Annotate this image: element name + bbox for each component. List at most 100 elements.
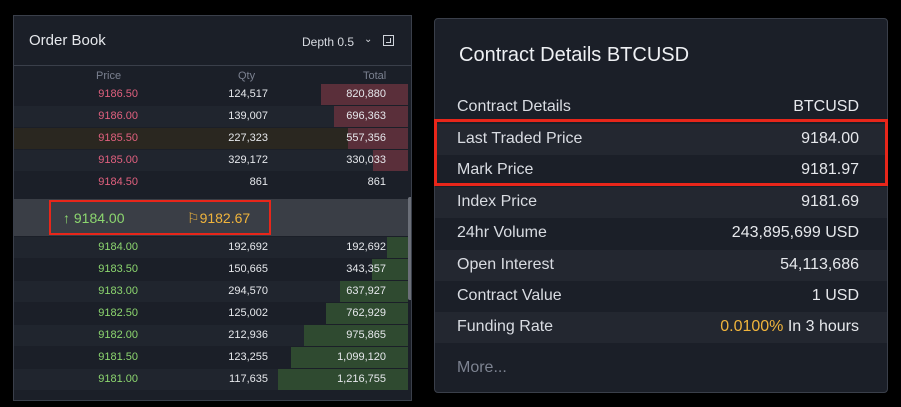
- bid-qty: 212,936: [228, 329, 268, 341]
- highlight-box: [434, 119, 888, 186]
- bid-total: 343,357: [346, 263, 386, 275]
- ask-depth-bar: [321, 84, 408, 105]
- bid-price: 9184.00: [98, 241, 138, 253]
- bid-total: 192,692: [346, 241, 386, 253]
- funding-rate-value: 0.0100%: [720, 318, 784, 335]
- detail-value: 9181.69: [801, 193, 859, 210]
- ask-qty: 227,323: [228, 132, 268, 144]
- bid-depth-bar: [304, 325, 408, 346]
- detail-value: 243,895,699 USD: [731, 224, 859, 241]
- bid-qty: 123,255: [228, 351, 268, 363]
- ask-qty: 861: [249, 176, 268, 188]
- detail-value: 9184.00: [801, 130, 859, 147]
- bid-price: 9182.00: [98, 329, 138, 341]
- detail-label: Open Interest: [457, 256, 554, 273]
- detail-row-mark-price: Mark Price 9181.97: [435, 155, 887, 186]
- bid-row[interactable]: 9182.50 125,002 762,929: [14, 303, 408, 324]
- detail-label: Mark Price: [457, 161, 534, 178]
- expand-icon[interactable]: [383, 35, 394, 46]
- ask-price: 9186.00: [98, 110, 138, 122]
- order-book-title: Order Book: [29, 32, 106, 49]
- ask-price: 9185.00: [98, 154, 138, 166]
- ask-total: 330,033: [346, 154, 386, 166]
- price-column-header: Price: [96, 70, 122, 82]
- total-column-header: Total: [363, 70, 387, 82]
- bid-total: 637,927: [346, 285, 386, 297]
- qty-column-header: Qty: [238, 70, 256, 82]
- ask-row[interactable]: 9186.00 139,007 696,363: [14, 106, 408, 127]
- bid-depth-bar: [326, 303, 408, 324]
- order-book-panel: Order Book Depth 0.5 ⌄ Price Qty Total 9…: [13, 15, 412, 401]
- ask-total: 557,356: [346, 132, 386, 144]
- bid-total: 762,929: [346, 307, 386, 319]
- ask-row[interactable]: 9185.00 329,172 330,033: [14, 150, 408, 171]
- bid-qty: 294,570: [228, 285, 268, 297]
- ask-price: 9186.50: [98, 88, 138, 100]
- bid-row[interactable]: 9182.00 212,936 975,865: [14, 325, 408, 346]
- bid-price: 9181.00: [98, 373, 138, 385]
- highlight-box: ↑ 9184.00 ⚐9182.67: [49, 200, 271, 235]
- ask-total: 696,363: [346, 110, 386, 122]
- mark-price: ⚐9182.67: [187, 210, 251, 226]
- ask-depth-bar: [373, 150, 408, 171]
- detail-row-contract-value: Contract Value 1 USD: [435, 281, 887, 312]
- bid-row[interactable]: 9183.00 294,570 637,927: [14, 281, 408, 302]
- bid-row[interactable]: 9181.50 123,255 1,099,120: [14, 347, 408, 368]
- contract-details-panel: Contract Details BTCUSD Contract Details…: [434, 18, 888, 393]
- detail-label: Contract Details: [457, 98, 571, 115]
- scrollbar-thumb[interactable]: [408, 197, 411, 300]
- scrollbar[interactable]: [408, 67, 411, 400]
- bid-row[interactable]: 9183.50 150,665 343,357: [14, 259, 408, 280]
- ask-price: 9185.50: [98, 132, 138, 144]
- detail-value: BTCUSD: [793, 98, 859, 115]
- detail-label: Funding Rate: [457, 318, 554, 335]
- ask-qty: 139,007: [228, 110, 268, 122]
- bid-depth-bar: [340, 281, 408, 302]
- bid-price: 9181.50: [98, 351, 138, 363]
- flag-icon: ⚐: [187, 210, 200, 226]
- bid-price: 9183.00: [98, 285, 138, 297]
- detail-row-open-interest: Open Interest 54,113,686: [435, 250, 887, 281]
- bid-total: 975,865: [346, 329, 386, 341]
- bid-depth-bar: [372, 259, 408, 280]
- bid-qty: 117,635: [229, 373, 268, 385]
- ask-total: 861: [367, 176, 386, 188]
- ask-row[interactable]: 9185.50 227,323 557,356: [14, 128, 408, 149]
- bid-row[interactable]: 9184.00 192,692 192,692: [14, 237, 408, 258]
- ask-row[interactable]: 9184.50 861 861: [14, 172, 408, 193]
- depth-selector[interactable]: Depth 0.5: [302, 35, 355, 49]
- last-price: ↑ 9184.00: [63, 210, 125, 226]
- bid-price: 9182.50: [98, 307, 138, 319]
- bid-qty: 150,665: [228, 263, 268, 275]
- chevron-down-icon[interactable]: ⌄: [364, 34, 373, 45]
- funding-time: In 3 hours: [783, 318, 859, 335]
- detail-value: 1 USD: [811, 287, 859, 304]
- more-link[interactable]: More...: [457, 359, 507, 376]
- bid-total: 1,216,755: [337, 373, 386, 385]
- spread-row: ↑ 9184.00 ⚐9182.67: [14, 199, 408, 236]
- bid-qty: 125,002: [228, 307, 268, 319]
- detail-value: 9181.97: [801, 161, 859, 178]
- arrow-up-icon: ↑: [63, 210, 70, 226]
- detail-label: Contract Value: [457, 287, 562, 304]
- bid-depth-bar: [291, 347, 408, 368]
- ask-total: 820,880: [346, 88, 386, 100]
- bid-depth-bar: [278, 369, 408, 390]
- detail-label: 24hr Volume: [457, 224, 547, 241]
- bid-depth-bar: [387, 237, 408, 258]
- ask-price: 9184.50: [98, 176, 138, 188]
- ask-qty: 329,172: [228, 154, 268, 166]
- detail-value: 0.0100% In 3 hours: [720, 318, 859, 336]
- bid-row[interactable]: 9181.00 117,635 1,216,755: [14, 369, 408, 390]
- detail-label: Last Traded Price: [457, 130, 583, 147]
- ask-depth-bar: [348, 128, 408, 149]
- contract-details-title: Contract Details BTCUSD: [459, 44, 690, 66]
- ask-depth-bar: [334, 106, 408, 127]
- bid-qty: 192,692: [228, 241, 268, 253]
- ask-row[interactable]: 9186.50 124,517 820,880: [14, 84, 408, 105]
- ask-qty: 124,517: [228, 88, 268, 100]
- order-book-header: Order Book Depth 0.5 ⌄: [14, 16, 411, 66]
- detail-row-last-traded-price: Last Traded Price 9184.00: [435, 124, 887, 155]
- detail-value: 54,113,686: [780, 256, 859, 273]
- detail-label: Index Price: [457, 193, 538, 210]
